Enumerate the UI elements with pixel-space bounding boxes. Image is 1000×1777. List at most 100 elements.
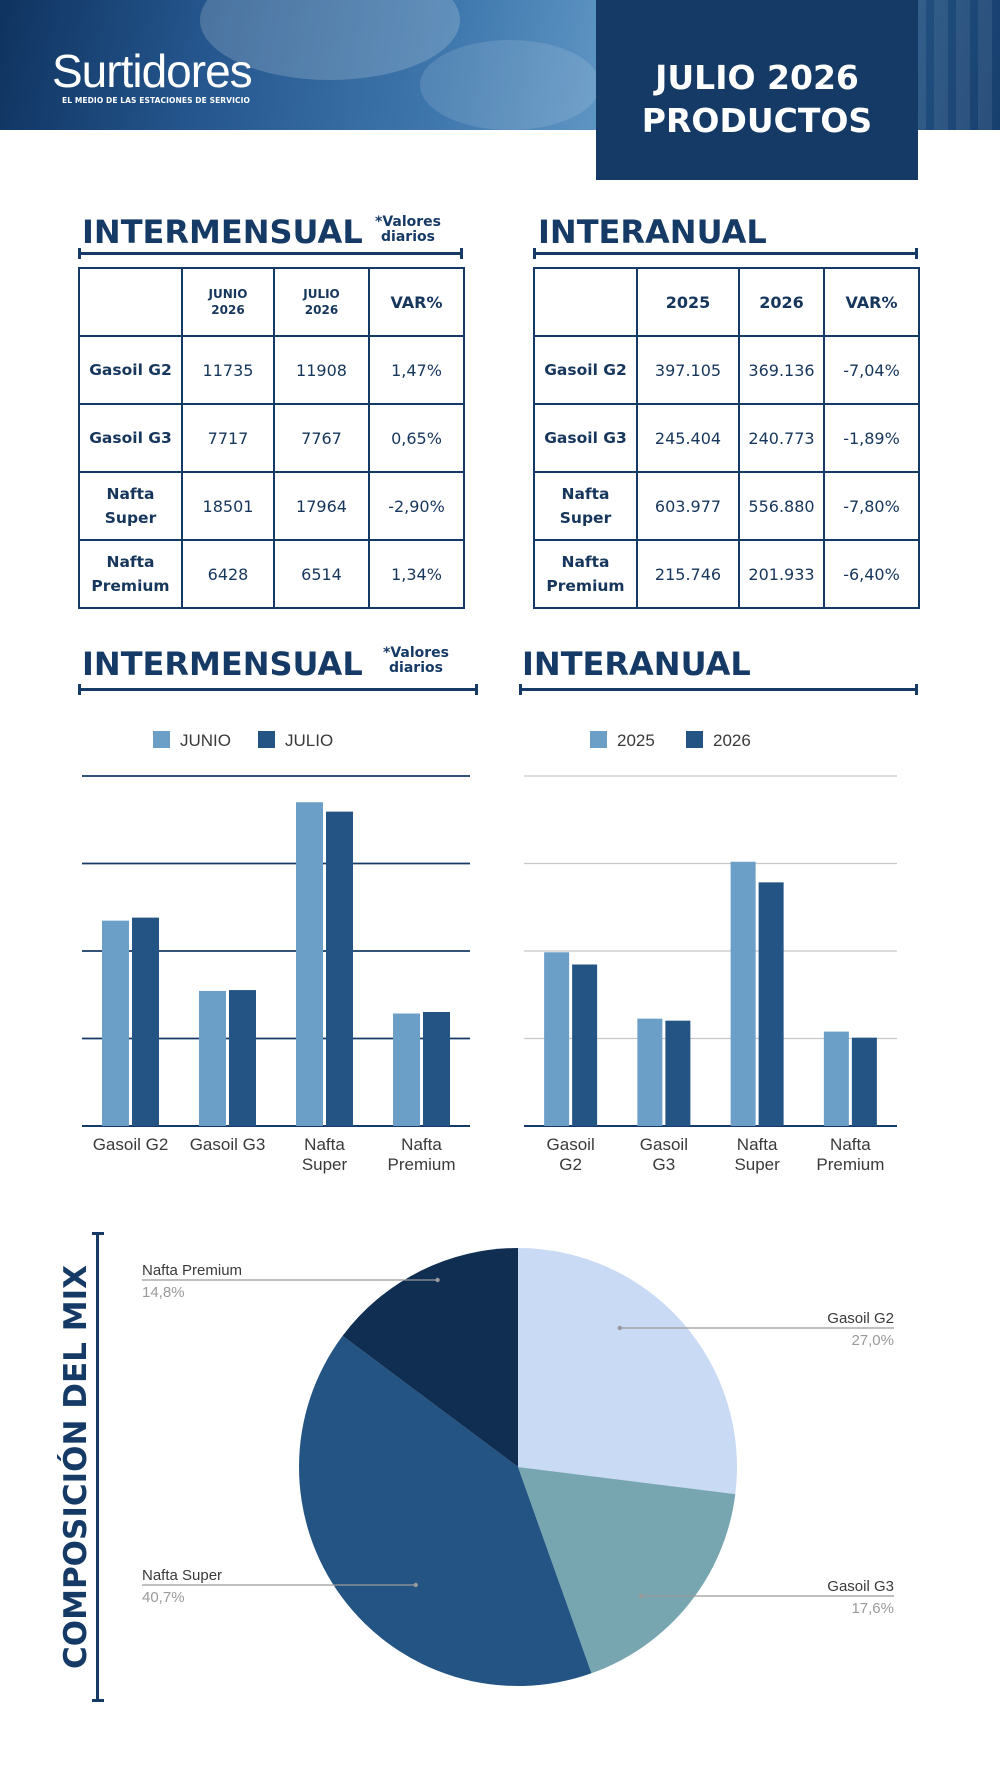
header-text: 2026 xyxy=(759,292,804,312)
row-label: Premium xyxy=(91,577,170,595)
bar-2026 xyxy=(758,882,784,1126)
bar-2026 xyxy=(665,1020,691,1126)
row-label-cell: Gasoil G2 xyxy=(78,335,183,405)
row-label: Gasoil G3 xyxy=(89,429,172,447)
x-tick-label: Premium xyxy=(816,1155,884,1174)
pie-slice xyxy=(518,1467,736,1674)
pie-label: Gasoil G3 xyxy=(827,1578,894,1595)
value-cell: -1,89% xyxy=(823,403,920,473)
brand-logo: Surtidores EL MEDIO DE LAS ESTACIONES DE… xyxy=(52,45,253,105)
note-line: diarios xyxy=(389,660,443,676)
legend-label: JUNIO xyxy=(180,731,231,750)
bar-julio xyxy=(423,1012,450,1126)
legend-swatch xyxy=(686,731,703,748)
row-label: Nafta xyxy=(106,485,155,503)
note-line: diarios xyxy=(381,229,435,245)
bar-2026 xyxy=(572,964,598,1126)
value-cell: 240.773 xyxy=(738,403,825,473)
pie-slice xyxy=(342,1248,518,1467)
row-label-cell: Gasoil G2 xyxy=(533,335,638,405)
value-cell: 245.404 xyxy=(636,403,740,473)
x-tick-label: Nafta xyxy=(304,1135,345,1154)
pie-percent: 14,8% xyxy=(142,1284,185,1301)
note-line: *Valores xyxy=(375,214,441,230)
row-label: Premium xyxy=(546,577,625,595)
value-cell: -7,04% xyxy=(823,335,920,405)
row-label: Gasoil G3 xyxy=(544,429,627,447)
table-corner-cell xyxy=(533,267,638,337)
table-row: Nafta Premium 6428 6514 1,34% xyxy=(78,539,465,609)
table-row: Gasoil G3 7717 7767 0,65% xyxy=(78,403,465,473)
table-row: Gasoil G2 397.105 369.136 -7,04% xyxy=(533,335,920,405)
intermensual-chart-underline xyxy=(78,684,478,695)
header-text: VAR% xyxy=(845,292,898,312)
row-label-cell: Nafta Premium xyxy=(78,539,183,609)
value-cell: 7767 xyxy=(273,403,370,473)
brand-name: Surtidores xyxy=(52,45,253,97)
value-cell: 369.136 xyxy=(738,335,825,405)
x-tick-label: Gasoil xyxy=(547,1135,595,1154)
x-tick-label: Nafta xyxy=(830,1135,871,1154)
table-row: Nafta Premium 215.746 201.933 -6,40% xyxy=(533,539,920,609)
intermensual-chart-title: INTERMENSUAL xyxy=(82,645,363,683)
row-label-cell: Nafta Super xyxy=(78,471,183,541)
bar-2025 xyxy=(637,1018,663,1126)
banner-glow xyxy=(420,40,600,130)
value-cell: 556.880 xyxy=(738,471,825,541)
x-tick-label: Nafta xyxy=(737,1135,778,1154)
legend-label: 2026 xyxy=(713,731,751,750)
legend-swatch xyxy=(153,731,170,748)
row-label: Gasoil G2 xyxy=(89,361,172,379)
pie-slice xyxy=(298,1335,592,1686)
value-cell: 215.746 xyxy=(636,539,740,609)
pie-slice xyxy=(518,1248,737,1495)
table-corner-cell xyxy=(78,267,183,337)
legend-label: JULIO xyxy=(285,731,333,750)
interanual-table: 2025 2026 VAR% Gasoil G2 397.105 369.136 -7,04… xyxy=(533,267,920,609)
header-text: JULIO xyxy=(303,287,340,301)
table-header-cell: VAR% xyxy=(823,267,920,337)
interanual-table-underline xyxy=(533,248,918,259)
value-cell: -6,40% xyxy=(823,539,920,609)
value-cell: 18501 xyxy=(181,471,275,541)
mix-title: COMPOSICIÓN DEL MIX xyxy=(58,1265,94,1669)
page-title-box: JULIO 2026 PRODUCTOS xyxy=(596,0,918,180)
mix-bracket-cap xyxy=(92,1232,104,1235)
value-cell: 17964 xyxy=(273,471,370,541)
table-row: Nafta Super 18501 17964 -2,90% xyxy=(78,471,465,541)
row-label: Gasoil G2 xyxy=(544,361,627,379)
value-cell: 6428 xyxy=(181,539,275,609)
pie-label: Nafta Super xyxy=(142,1567,222,1584)
bar-2025 xyxy=(823,1031,849,1126)
intermensual-table: JUNIO 2026 JULIO 2026 VAR% Gasoil G2 11735 1190… xyxy=(78,267,465,609)
bar-junio xyxy=(296,802,323,1126)
x-tick-label: Super xyxy=(734,1155,780,1174)
value-cell: 603.977 xyxy=(636,471,740,541)
legend-label: 2025 xyxy=(617,731,655,750)
x-tick-label: Premium xyxy=(387,1155,455,1174)
bar-julio xyxy=(229,990,256,1126)
interanual-table-title: INTERANUAL xyxy=(538,213,767,251)
row-label-cell: Nafta Super xyxy=(533,471,638,541)
mix-bracket-line xyxy=(96,1232,99,1702)
x-tick-label: Nafta xyxy=(401,1135,442,1154)
pie-label: Nafta Premium xyxy=(142,1262,242,1279)
row-label-cell: Gasoil G3 xyxy=(78,403,183,473)
row-label: Super xyxy=(559,509,612,527)
table-header-cell: JUNIO 2026 xyxy=(181,267,275,337)
legend-swatch xyxy=(590,731,607,748)
table-header-cell: JULIO 2026 xyxy=(273,267,370,337)
x-tick-label: Gasoil G3 xyxy=(190,1135,266,1154)
value-cell: 7717 xyxy=(181,403,275,473)
table-row: Gasoil G3 245.404 240.773 -1,89% xyxy=(533,403,920,473)
bar-julio xyxy=(132,917,159,1126)
table-row: Nafta Super 603.977 556.880 -7,80% xyxy=(533,471,920,541)
table-header-cell: 2026 xyxy=(738,267,825,337)
value-cell: 1,47% xyxy=(368,335,465,405)
page-title-period: JULIO 2026 xyxy=(655,58,859,97)
x-tick-label: Gasoil xyxy=(640,1135,688,1154)
pie-label: Gasoil G2 xyxy=(827,1310,894,1327)
intermensual-chart-note: *Valores diarios xyxy=(376,646,456,676)
legend-swatch xyxy=(258,731,275,748)
bar-2025 xyxy=(730,861,756,1126)
